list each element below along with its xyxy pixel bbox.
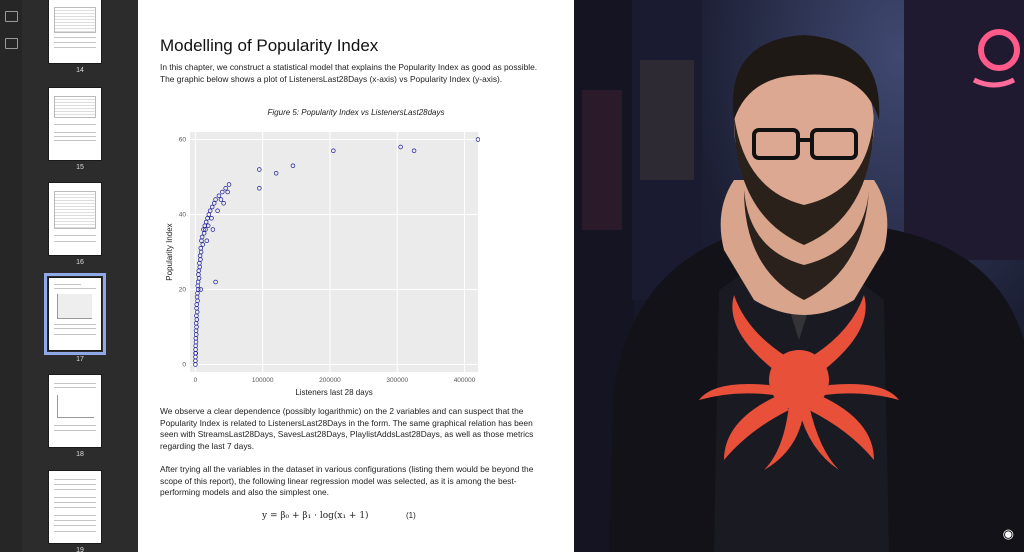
intro-paragraph: In this chapter, we construct a statisti…	[160, 62, 538, 84]
presenter-video-frame	[574, 0, 1024, 552]
x-tick-label: 100000	[252, 377, 274, 384]
data-point	[206, 212, 212, 217]
data-point	[215, 208, 220, 213]
conclusion-paragraph: After trying all the variables in the da…	[160, 464, 534, 497]
page-number-15: 15	[76, 164, 84, 171]
page-thumbnail-14[interactable]	[48, 0, 102, 64]
page-number-18: 18	[76, 451, 84, 458]
page-number-16: 16	[76, 259, 84, 266]
data-point	[195, 298, 200, 304]
page-thumbnail-19[interactable]	[48, 470, 102, 544]
sidebar-toolbar	[0, 0, 22, 552]
data-point	[193, 339, 199, 345]
data-point	[213, 279, 218, 285]
webcam-video: ◉	[574, 0, 1024, 552]
observation-paragraph: We observe a clear dependence (possibly …	[160, 406, 534, 451]
y-tick-label: 60	[179, 137, 187, 144]
plot-panel	[190, 132, 478, 372]
data-point	[475, 137, 480, 142]
y-tick-label: 0	[182, 362, 186, 369]
page-thumbnails-sidebar: 14 15 16 17 18 19	[22, 0, 138, 552]
data-point	[210, 227, 216, 232]
page-number-19: 19	[76, 547, 84, 552]
page-thumbnail-17[interactable]	[44, 273, 106, 355]
data-point	[398, 144, 403, 150]
y-axis-label: Popularity Index	[165, 223, 174, 280]
data-point	[205, 223, 211, 228]
data-point	[195, 287, 201, 292]
y-tick-label: 20	[179, 287, 187, 294]
page-thumbnail-16[interactable]	[48, 182, 102, 256]
x-tick-label: 0	[194, 377, 198, 384]
x-tick-label: 400000	[454, 377, 476, 384]
data-point	[194, 309, 200, 315]
page-number-14: 14	[76, 67, 84, 74]
figure-caption: Figure 5: Popularity Index vs ListenersL…	[267, 108, 445, 117]
data-point	[211, 200, 217, 206]
page-thumbnail-18[interactable]	[48, 374, 102, 448]
data-point	[196, 276, 202, 281]
bookmark-icon[interactable]	[5, 38, 18, 49]
x-tick-label: 300000	[386, 377, 408, 384]
data-point	[331, 148, 336, 154]
data-point	[209, 204, 215, 210]
data-point	[207, 208, 213, 213]
data-point	[257, 185, 262, 191]
data-point	[218, 197, 224, 202]
page-title: Modelling of Popularity Index	[160, 36, 379, 55]
data-point	[213, 197, 218, 202]
data-point	[194, 324, 199, 330]
data-point	[204, 238, 210, 243]
data-point	[411, 148, 417, 154]
data-point	[203, 219, 209, 225]
panel-icon[interactable]	[5, 11, 18, 22]
data-point	[216, 193, 222, 198]
data-point	[198, 249, 204, 255]
data-point	[194, 317, 200, 322]
data-point	[197, 264, 203, 270]
data-point	[203, 227, 208, 232]
data-point	[225, 189, 230, 195]
data-point	[220, 189, 225, 195]
data-point	[209, 215, 214, 221]
data-point	[201, 230, 207, 236]
document-page: Modelling of Popularity Index In this ch…	[138, 0, 574, 552]
data-point	[193, 351, 199, 356]
regression-equation: y = β₀ + β₁ · log(x₁ + 1)	[262, 511, 369, 521]
scatter-chart: 0 100000 200000 300000 400000 0 20 40 60 Listener…	[165, 132, 480, 397]
data-point	[223, 185, 228, 191]
octopus-graphic	[699, 295, 899, 470]
data-point	[273, 170, 279, 176]
page-thumbnail-15[interactable]	[48, 87, 102, 161]
data-point	[199, 234, 205, 240]
data-point	[198, 287, 204, 292]
data-point	[226, 182, 232, 187]
data-point	[198, 257, 203, 262]
x-tick-label: 200000	[319, 377, 341, 384]
data-point	[257, 167, 262, 172]
y-tick-label: 40	[179, 212, 187, 219]
channel-logo-icon: ◉	[1002, 526, 1014, 541]
x-axis-label: Listeners last 28 days	[295, 388, 372, 397]
data-point	[290, 163, 296, 168]
data-point	[200, 242, 206, 247]
data-point	[194, 332, 199, 337]
data-point	[221, 200, 226, 206]
page-number-17: 17	[76, 356, 84, 363]
equation-number: (1)	[406, 511, 416, 520]
